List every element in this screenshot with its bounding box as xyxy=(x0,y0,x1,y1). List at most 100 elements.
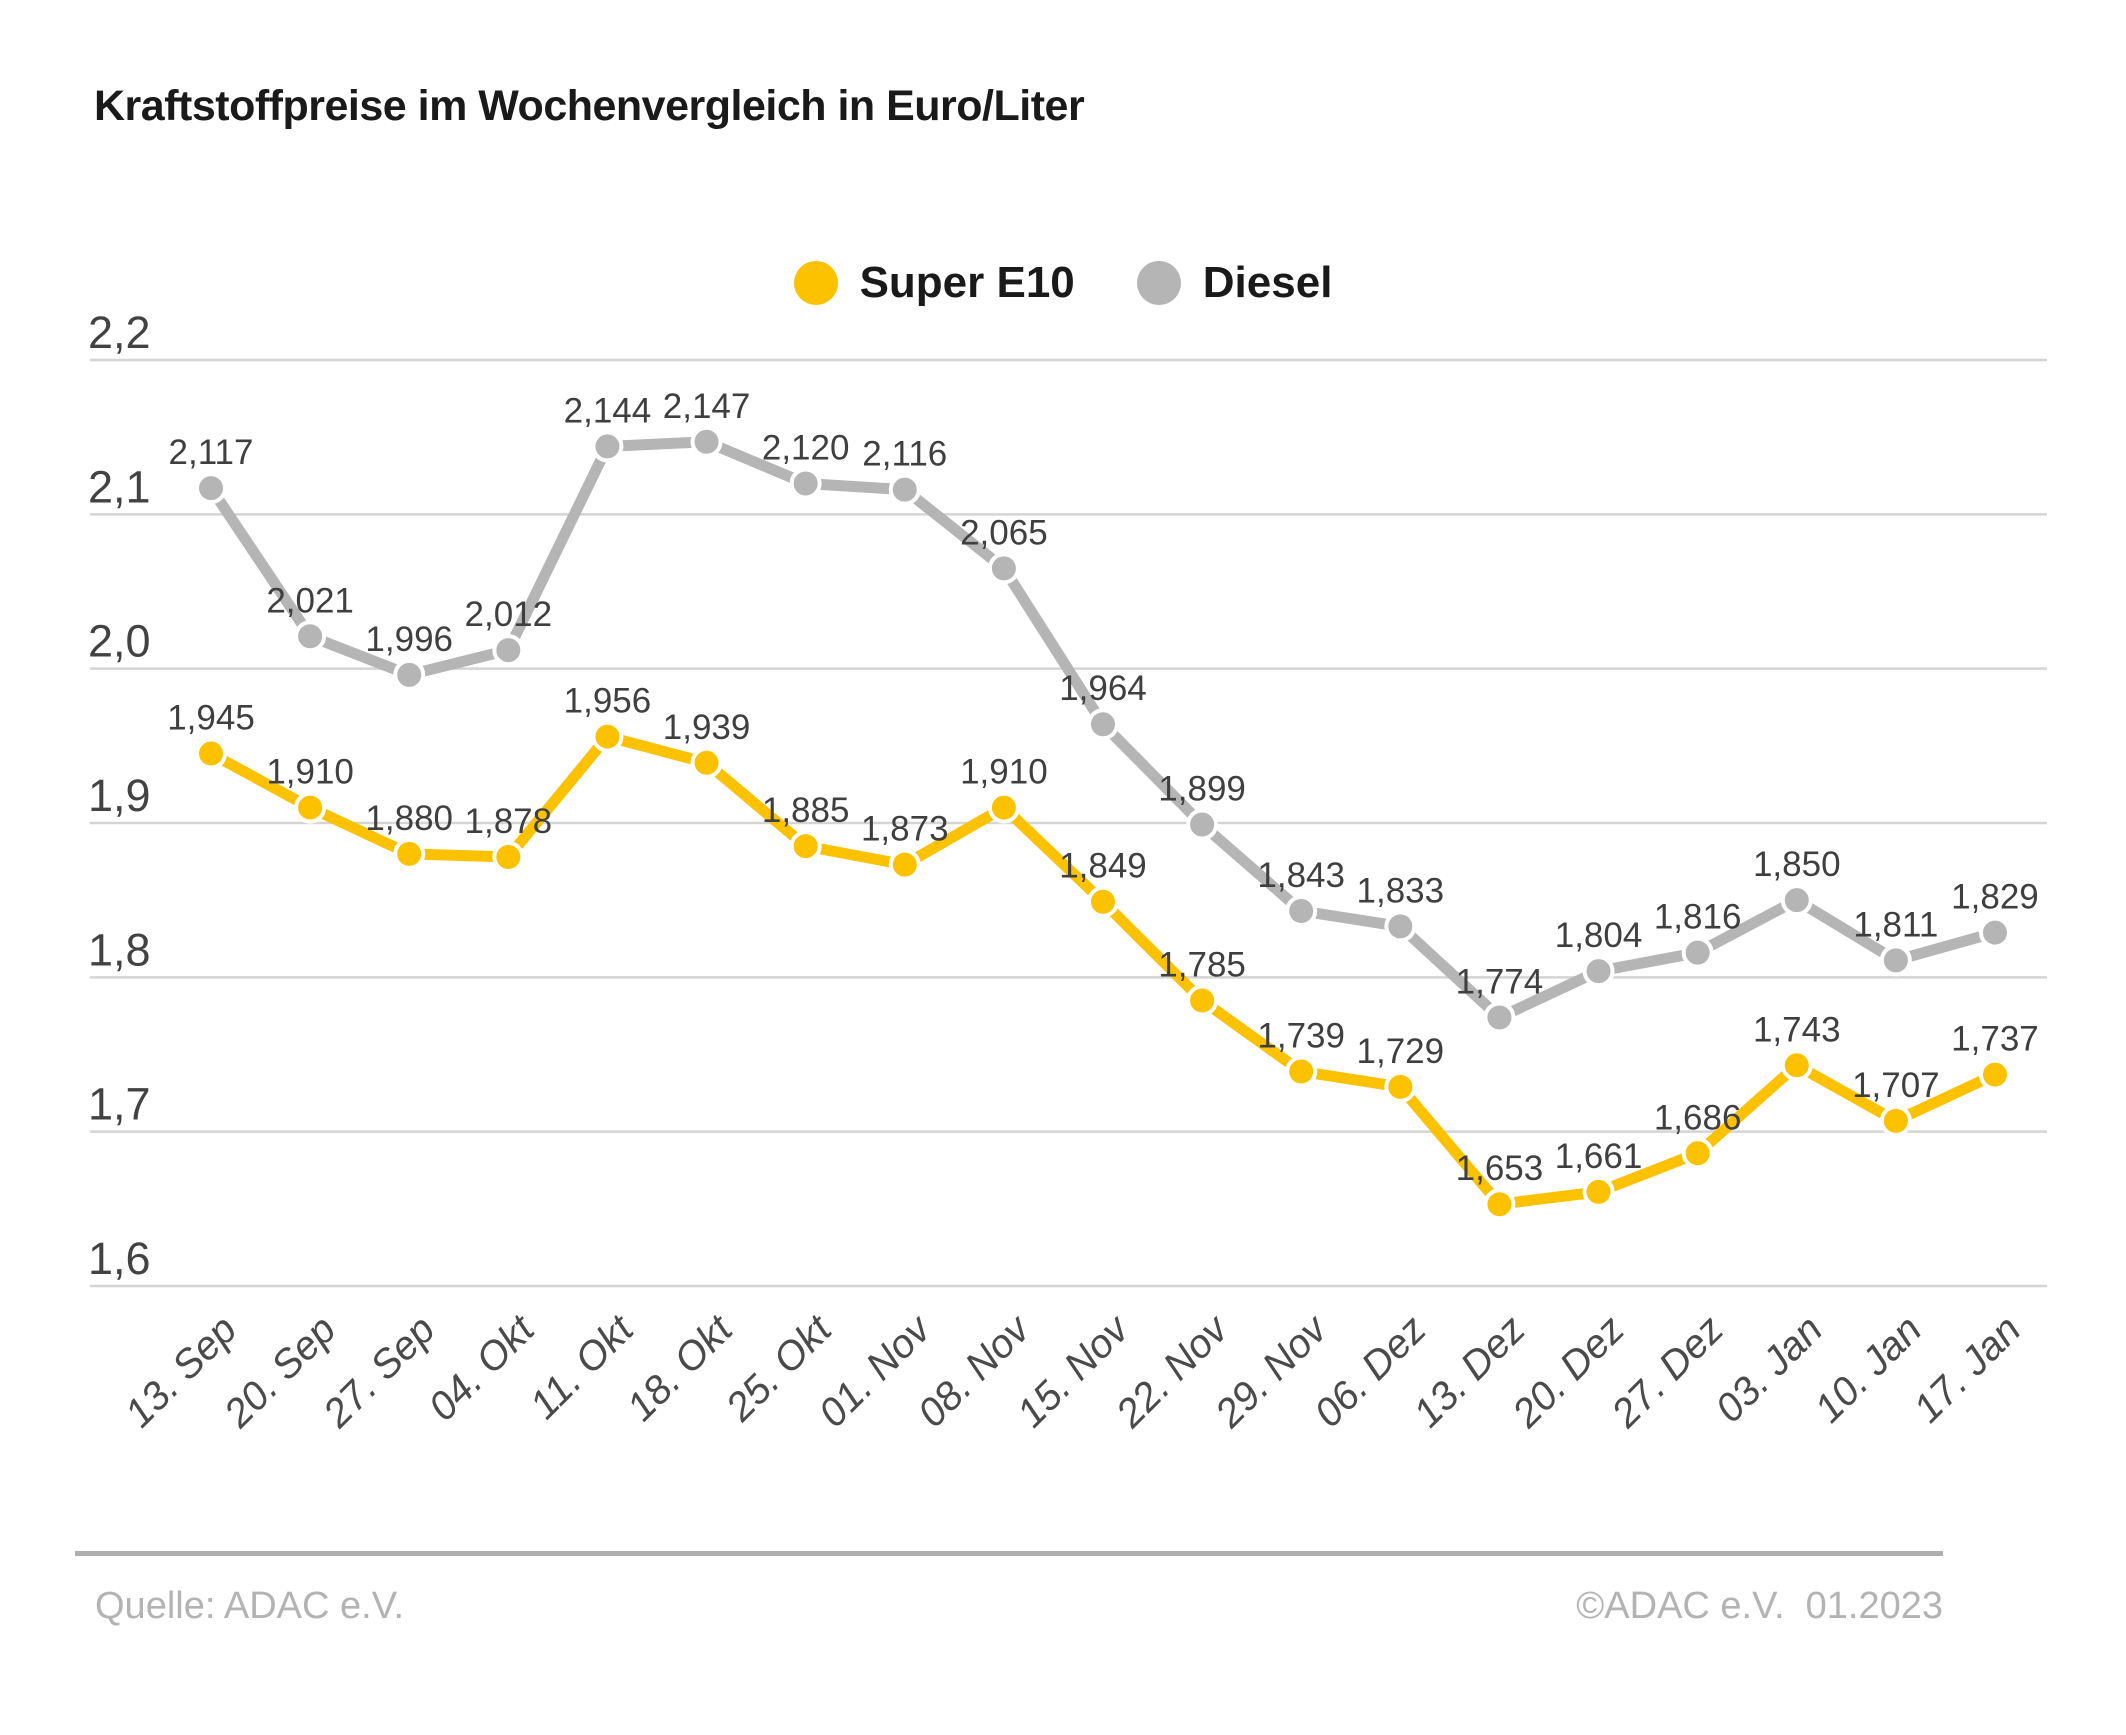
data-point-label-diesel: 2,117 xyxy=(169,433,254,472)
chart-title: Kraftstoffpreise im Wochenvergleich in E… xyxy=(94,82,1085,130)
data-point-marker-diesel xyxy=(1384,910,1417,943)
data-point-marker-diesel xyxy=(987,552,1020,585)
y-axis-tick-label: 1,7 xyxy=(88,1079,151,1130)
x-axis-tick-label: 10. Jan xyxy=(1806,1307,1930,1431)
data-point-label-diesel: 1,774 xyxy=(1456,962,1544,1001)
x-axis-tick-label: 04. Okt xyxy=(420,1306,544,1430)
data-point-label-diesel: 2,116 xyxy=(862,435,947,474)
data-point-label-super-e10: 1,686 xyxy=(1654,1098,1742,1137)
legend-label-diesel: Diesel xyxy=(1202,258,1333,307)
source-credit: Quelle: ADAC e.V. xyxy=(95,1585,405,1627)
data-point-label-diesel: 2,021 xyxy=(266,581,354,620)
data-point-marker-diesel xyxy=(690,425,723,458)
data-point-marker-diesel xyxy=(888,473,921,506)
y-axis-tick-label: 2,1 xyxy=(88,461,151,512)
data-point-label-diesel: 1,843 xyxy=(1257,856,1345,895)
data-point-label-super-e10: 1,653 xyxy=(1456,1149,1544,1188)
data-point-marker-diesel xyxy=(294,620,327,653)
legend-dot-super-e10-icon xyxy=(793,261,838,305)
data-point-marker-super-e10 xyxy=(1384,1070,1417,1103)
data-point-label-diesel: 1,964 xyxy=(1059,669,1147,708)
data-point-label-diesel: 1,850 xyxy=(1753,845,1841,884)
data-point-label-super-e10: 1,707 xyxy=(1852,1066,1940,1105)
legend-dot-diesel-icon xyxy=(1136,261,1181,305)
x-axis-tick-label: 11. Okt xyxy=(522,1306,644,1428)
data-point-marker-diesel xyxy=(1780,884,1813,917)
data-point-marker-diesel xyxy=(1186,808,1219,841)
y-axis-tick-label: 1,9 xyxy=(88,770,151,821)
data-point-label-diesel: 1,833 xyxy=(1357,871,1445,910)
data-point-marker-super-e10 xyxy=(789,830,822,863)
data-point-label-diesel: 1,804 xyxy=(1555,916,1643,955)
data-point-marker-super-e10 xyxy=(1186,984,1219,1017)
legend-item-diesel: Diesel xyxy=(1136,258,1333,308)
data-point-label-super-e10: 1,743 xyxy=(1753,1010,1841,1049)
data-point-label-super-e10: 1,785 xyxy=(1158,945,1246,984)
x-axis-tick-label: 13. Dez xyxy=(1405,1307,1534,1436)
data-point-label-super-e10: 1,910 xyxy=(266,753,354,792)
x-axis-tick-label: 27. Dez xyxy=(1603,1307,1732,1436)
x-axis-tick-label: 20. Sep xyxy=(215,1307,344,1436)
data-point-label-super-e10: 1,849 xyxy=(1059,847,1147,886)
data-point-marker-diesel xyxy=(591,430,624,463)
x-axis-tick-label: 27. Sep xyxy=(314,1307,443,1436)
data-point-label-super-e10: 1,880 xyxy=(365,799,453,838)
data-point-label-super-e10: 1,956 xyxy=(564,682,652,721)
x-axis-tick-label: 13. Sep xyxy=(117,1307,246,1436)
data-point-label-super-e10: 1,939 xyxy=(663,708,751,747)
legend: Super E10 Diesel xyxy=(0,258,2126,308)
data-point-marker-diesel xyxy=(789,467,822,500)
data-point-label-diesel: 1,899 xyxy=(1158,770,1246,809)
data-point-label-super-e10: 1,737 xyxy=(1951,1020,2039,1059)
data-point-marker-diesel xyxy=(1285,894,1318,927)
data-point-marker-super-e10 xyxy=(1978,1058,2011,1091)
data-point-marker-super-e10 xyxy=(195,737,227,770)
data-point-marker-super-e10 xyxy=(690,746,723,779)
data-point-label-super-e10: 1,873 xyxy=(861,810,949,849)
y-axis-tick-label: 2,0 xyxy=(88,616,151,667)
data-point-label-super-e10: 1,910 xyxy=(960,753,1048,792)
data-point-label-diesel: 1,816 xyxy=(1654,898,1742,937)
footer-divider xyxy=(75,1551,1943,1556)
data-point-marker-diesel xyxy=(393,658,426,691)
data-point-marker-diesel xyxy=(1681,936,1714,969)
y-axis-tick-label: 1,8 xyxy=(88,924,151,975)
x-axis-tick-label: 17. Jan xyxy=(1905,1307,2029,1431)
data-point-marker-super-e10 xyxy=(1879,1104,1912,1137)
x-axis-tick-label: 18. Okt xyxy=(619,1306,743,1430)
data-point-marker-super-e10 xyxy=(1582,1175,1615,1208)
data-point-label-super-e10: 1,885 xyxy=(762,791,850,830)
data-point-marker-diesel xyxy=(1879,944,1912,977)
data-point-label-super-e10: 1,661 xyxy=(1555,1137,1643,1176)
x-axis-tick-label: 03. Jan xyxy=(1707,1307,1831,1431)
data-point-marker-super-e10 xyxy=(393,837,426,870)
y-axis-tick-label: 1,6 xyxy=(88,1233,151,1284)
data-point-marker-super-e10 xyxy=(1780,1049,1813,1082)
data-point-label-super-e10: 1,945 xyxy=(167,699,255,738)
data-point-marker-diesel xyxy=(1582,955,1615,988)
copyright-credit: ©ADAC e.V. 01.2023 xyxy=(1576,1585,1943,1627)
data-point-marker-super-e10 xyxy=(888,848,921,881)
data-point-label-diesel: 2,147 xyxy=(663,387,751,426)
legend-label-super-e10: Super E10 xyxy=(859,258,1075,307)
data-point-marker-super-e10 xyxy=(591,720,624,753)
data-point-label-diesel: 2,065 xyxy=(960,513,1048,552)
data-point-marker-super-e10 xyxy=(1681,1137,1714,1170)
data-point-marker-super-e10 xyxy=(294,791,327,824)
x-axis-tick-label: 20. Dez xyxy=(1504,1307,1633,1436)
data-point-marker-super-e10 xyxy=(1483,1188,1516,1221)
legend-item-super-e10: Super E10 xyxy=(793,258,1075,308)
data-point-label-diesel: 2,012 xyxy=(465,595,553,634)
data-point-label-super-e10: 1,739 xyxy=(1257,1016,1345,1055)
y-axis-tick-label: 2,2 xyxy=(88,307,151,358)
data-point-marker-super-e10 xyxy=(1086,885,1119,918)
data-point-marker-super-e10 xyxy=(1285,1055,1318,1088)
data-point-marker-diesel xyxy=(1086,708,1119,741)
data-point-marker-diesel xyxy=(492,634,525,667)
data-point-label-diesel: 1,829 xyxy=(1951,878,2039,917)
data-point-label-diesel: 1,996 xyxy=(365,620,453,659)
data-point-label-diesel: 2,144 xyxy=(564,391,652,430)
data-point-marker-super-e10 xyxy=(492,840,525,873)
